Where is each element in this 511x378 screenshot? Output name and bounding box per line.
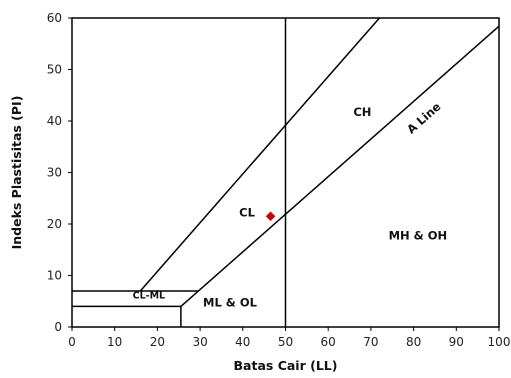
x-tick-label: 70 [363,335,378,349]
x-tick-label: 10 [107,335,122,349]
region-label-ch: CH [353,105,371,119]
x-axis-title: Batas Cair (LL) [234,358,338,373]
x-tick-label: 100 [488,335,511,349]
y-tick-label: 60 [47,11,62,25]
x-tick-label: 20 [150,335,165,349]
y-tick-label: 30 [47,166,62,180]
x-tick-label: 60 [321,335,336,349]
a-line [180,25,500,307]
x-tick-label: 40 [235,335,250,349]
x-tick-label: 90 [449,335,464,349]
data-point [265,211,276,222]
region-label-ml-ol: ML & OL [203,295,258,309]
region-label-cl-ml: CL-ML [133,291,165,302]
x-tick-label: 0 [68,335,76,349]
y-tick-label: 50 [47,63,62,77]
boundary-line-2 [139,17,381,292]
y-tick-label: 0 [54,320,62,334]
region-label-mh-oh: MH & OH [389,228,448,242]
x-tick-label: 50 [278,335,293,349]
y-axis-title: Indeks Plastisitas (PI) [9,96,24,250]
x-tick-label: 30 [192,335,207,349]
y-tick-label: 40 [47,114,62,128]
x-tick-label: 80 [406,335,421,349]
y-tick-label: 10 [47,269,62,283]
region-label-cl: CL [239,205,255,219]
y-tick-label: 20 [47,217,62,231]
